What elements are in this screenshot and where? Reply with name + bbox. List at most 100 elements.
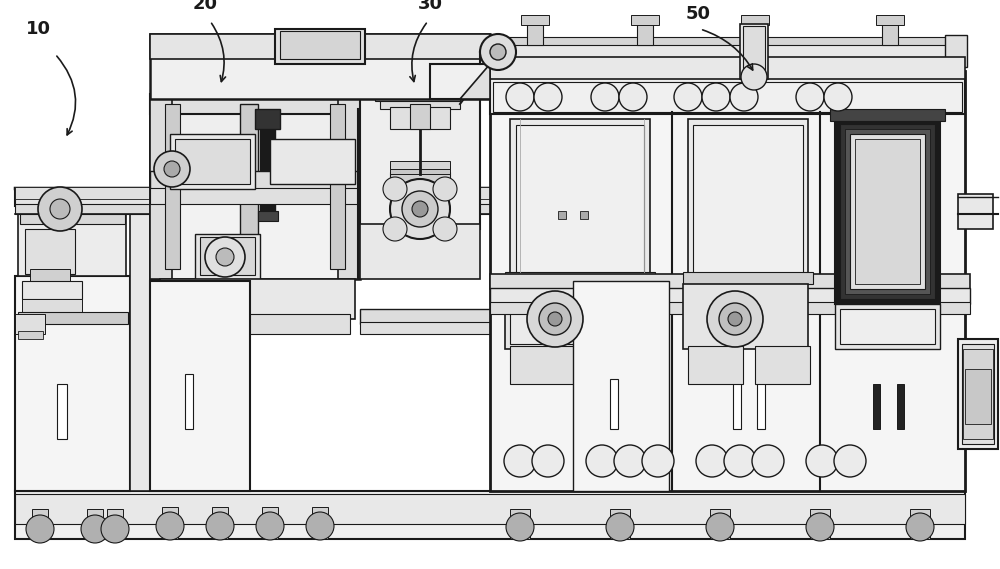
Circle shape: [480, 34, 516, 70]
Circle shape: [527, 291, 583, 347]
Bar: [212, 507, 228, 539]
Circle shape: [702, 83, 730, 111]
Bar: [15, 314, 45, 334]
Circle shape: [906, 513, 934, 541]
Circle shape: [433, 217, 457, 241]
Bar: [810, 509, 830, 539]
Bar: [505, 272, 655, 284]
Bar: [150, 89, 360, 99]
Bar: [150, 94, 360, 279]
Circle shape: [539, 303, 571, 335]
Bar: [945, 35, 967, 67]
Bar: [573, 281, 669, 491]
Bar: [360, 224, 480, 279]
Bar: [516, 125, 644, 273]
Circle shape: [730, 83, 758, 111]
Bar: [162, 507, 178, 539]
Bar: [87, 509, 103, 539]
Bar: [15, 188, 560, 206]
Bar: [688, 346, 743, 384]
Bar: [15, 204, 560, 214]
Circle shape: [216, 248, 234, 266]
Circle shape: [591, 83, 619, 111]
Circle shape: [50, 199, 70, 219]
Bar: [150, 96, 360, 186]
Bar: [747, 23, 763, 45]
Bar: [410, 104, 430, 129]
Bar: [390, 166, 450, 174]
Bar: [175, 139, 250, 184]
Bar: [580, 211, 588, 219]
Bar: [490, 274, 970, 289]
Circle shape: [696, 445, 728, 477]
Bar: [107, 509, 123, 539]
Bar: [25, 229, 75, 274]
Bar: [490, 71, 965, 491]
Bar: [510, 289, 655, 344]
Bar: [195, 234, 260, 279]
Bar: [558, 211, 566, 219]
Bar: [693, 125, 803, 273]
Circle shape: [38, 187, 82, 231]
Bar: [375, 79, 460, 101]
Circle shape: [614, 445, 646, 477]
Bar: [958, 339, 998, 449]
Circle shape: [548, 312, 562, 326]
Bar: [505, 284, 660, 349]
Circle shape: [532, 445, 564, 477]
Circle shape: [741, 64, 767, 90]
Bar: [18, 312, 128, 324]
Bar: [840, 309, 935, 344]
Bar: [30, 269, 70, 284]
Bar: [165, 314, 350, 334]
Circle shape: [306, 512, 334, 540]
Bar: [200, 237, 255, 275]
Circle shape: [752, 445, 784, 477]
Bar: [490, 302, 970, 314]
Bar: [280, 31, 360, 59]
Circle shape: [383, 217, 407, 241]
Circle shape: [534, 83, 562, 111]
Bar: [390, 107, 450, 129]
Bar: [710, 509, 730, 539]
Bar: [743, 26, 765, 76]
Circle shape: [506, 83, 534, 111]
Circle shape: [81, 515, 109, 543]
Bar: [57, 384, 67, 439]
Bar: [240, 104, 258, 274]
Bar: [590, 346, 655, 384]
Bar: [22, 299, 82, 314]
Circle shape: [256, 512, 284, 540]
Circle shape: [674, 83, 702, 111]
Circle shape: [728, 312, 742, 326]
Bar: [835, 304, 940, 349]
Bar: [20, 203, 125, 211]
Bar: [270, 139, 355, 184]
Bar: [150, 171, 360, 189]
Bar: [15, 494, 965, 524]
Bar: [493, 82, 962, 112]
Bar: [150, 34, 490, 99]
Bar: [338, 94, 360, 279]
Bar: [873, 384, 880, 429]
Bar: [835, 119, 940, 304]
Bar: [150, 94, 360, 114]
Bar: [185, 374, 193, 429]
Bar: [850, 134, 925, 289]
Bar: [390, 161, 450, 169]
Bar: [22, 281, 82, 299]
Bar: [490, 37, 960, 45]
Circle shape: [506, 513, 534, 541]
Bar: [510, 346, 575, 384]
Bar: [910, 509, 930, 539]
Circle shape: [390, 179, 450, 239]
Circle shape: [504, 445, 536, 477]
Bar: [755, 346, 810, 384]
Circle shape: [724, 445, 756, 477]
Circle shape: [402, 191, 438, 227]
Bar: [380, 97, 460, 109]
Bar: [255, 109, 280, 129]
Bar: [683, 272, 813, 284]
Bar: [275, 29, 365, 64]
Bar: [965, 369, 991, 424]
